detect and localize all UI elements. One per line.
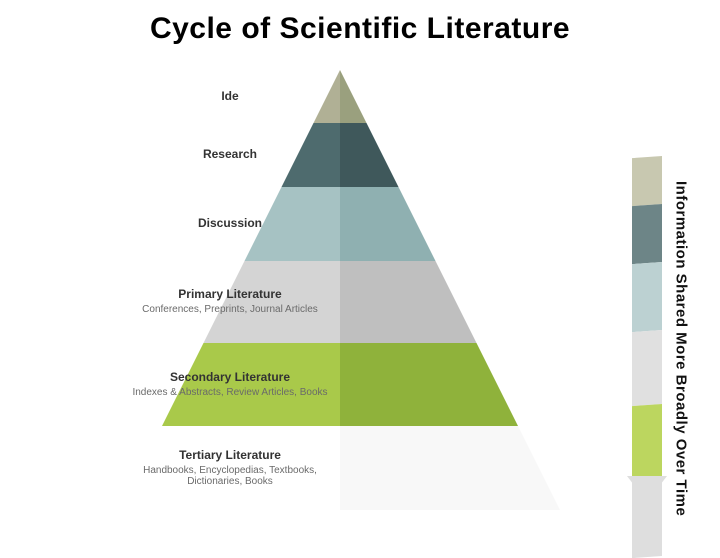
side-strip-segment	[632, 404, 662, 482]
pyramid-layer-subtitle: Indexes & Abstracts, Review Articles, Bo…	[120, 387, 340, 399]
page-title: Cycle of Scientific Literature	[0, 0, 720, 46]
side-strip-segment	[632, 262, 662, 332]
pyramid-layer-label: Primary Literature Conferences, Preprints…	[120, 261, 340, 342]
pyramid-layer-label: Tertiary Literature Handbooks, Encycloped…	[120, 426, 340, 510]
pyramid-layer-label: Ide	[120, 70, 340, 123]
side-arrow-label-text: Information Shared More Broadly Over Tim…	[673, 181, 690, 516]
pyramid-band-right	[340, 343, 560, 427]
pyramid-layer-title: Primary Literature	[120, 288, 340, 302]
pyramid-band-right	[340, 70, 560, 123]
side-arrow-label: Information Shared More Broadly Over Tim…	[670, 146, 692, 551]
pyramid-layer-title: Secondary Literature	[120, 371, 340, 385]
arrowhead-icon	[627, 476, 667, 502]
pyramid-layer-title: Tertiary Literature	[120, 449, 340, 463]
pyramid-layer-label: Research	[120, 123, 340, 187]
side-strip-segment	[632, 204, 662, 264]
pyramid-layer-subtitle: Conferences, Preprints, Journal Articles	[120, 304, 340, 316]
pyramid-layer-title: Ide	[120, 90, 340, 104]
pyramid-layer-title: Research	[120, 148, 340, 162]
side-strip-segment	[632, 330, 662, 406]
side-strip-segment	[632, 156, 662, 206]
pyramid-face-right	[340, 70, 560, 510]
pyramid-layer-label: Secondary Literature Indexes & Abstracts,…	[120, 343, 340, 427]
pyramid-layer-label: Discussion	[120, 187, 340, 262]
pyramid: Ide Research Discussion Primary Literature C…	[120, 70, 560, 510]
pyramid-layer-title: Discussion	[120, 217, 340, 231]
pyramid-band-right	[340, 261, 560, 342]
pyramid-band-right	[340, 187, 560, 262]
pyramid-band-right	[340, 426, 560, 510]
cycle-diagram: Ide Research Discussion Primary Literature C…	[0, 70, 720, 540]
pyramid-layer-subtitle: Handbooks, Encyclopedias, Textbooks, Dic…	[120, 465, 340, 488]
pyramid-band-right	[340, 123, 560, 187]
